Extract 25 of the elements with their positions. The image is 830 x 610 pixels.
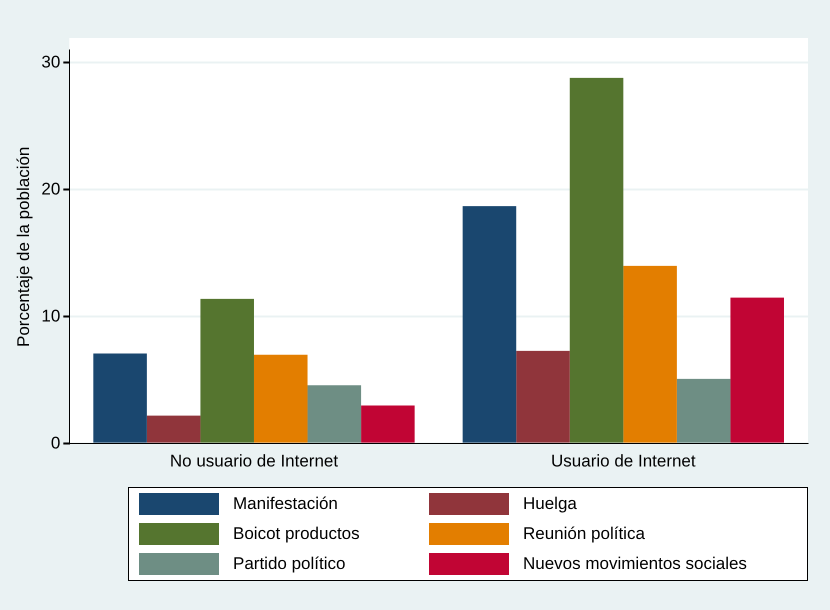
legend-label: Manifestación	[233, 494, 338, 514]
bar	[730, 298, 784, 443]
legend-label: Boicot productos	[233, 524, 360, 544]
x-tick-label: No usuario de Internet	[170, 451, 338, 470]
bar	[570, 78, 624, 443]
bar	[676, 378, 730, 443]
bar	[516, 350, 570, 443]
bar	[623, 266, 677, 443]
y-axis-title: Porcentaje de la población	[14, 146, 33, 347]
x-tick-label: Usuario de Internet	[551, 451, 696, 470]
legend-label: Nuevos movimientos sociales	[523, 554, 747, 574]
bar	[93, 353, 147, 443]
y-tick-label: 0	[50, 433, 60, 452]
y-tick-label: 30	[41, 52, 60, 72]
legend-label: Partido político	[233, 554, 346, 574]
legend-label: Reunión política	[523, 524, 645, 544]
y-tick-label: 20	[41, 179, 60, 198]
legend-label: Huelga	[523, 494, 577, 514]
bar	[361, 406, 415, 443]
bar	[146, 416, 200, 443]
bar	[200, 298, 254, 443]
y-tick-label: 10	[41, 306, 60, 326]
bar	[254, 354, 308, 443]
bar	[308, 385, 362, 443]
bar	[462, 206, 516, 443]
